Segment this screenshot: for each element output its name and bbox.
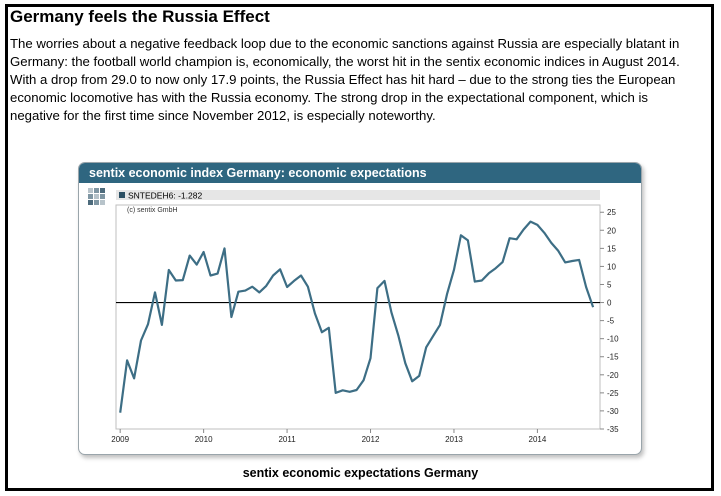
y-tick-label: -10 [607, 335, 619, 344]
y-tick-label: -25 [607, 389, 619, 398]
chart-caption: sentix economic expectations Germany [242, 466, 479, 480]
sentix-logo-icon [88, 188, 105, 205]
y-tick-label: -5 [607, 317, 615, 326]
x-tick-label: 2010 [195, 435, 213, 444]
y-tick-label: 10 [607, 262, 616, 271]
y-tick-label: 15 [607, 244, 616, 253]
x-tick-label: 2013 [445, 435, 463, 444]
y-tick-label: -15 [607, 353, 619, 362]
x-tick-label: 2011 [278, 435, 296, 444]
copyright-label: (c) sentix GmbH [127, 207, 178, 214]
plot-frame [115, 204, 601, 430]
legend-band [116, 190, 600, 200]
x-tick-label: 2014 [529, 435, 547, 444]
chart-plot: SNTEDEH6: -1.282 (c) sentix GmbH 25 20 15 1… [88, 188, 619, 444]
y-tick-label: -30 [607, 407, 619, 416]
article-title: Germany feels the Russia Effect [10, 7, 270, 26]
article-body: The worries about a negative feedback lo… [10, 36, 680, 123]
series-line [119, 220, 595, 413]
y-tick-label: -35 [607, 425, 619, 434]
y-tick-label: 25 [607, 208, 616, 217]
x-tick-label: 2012 [362, 435, 380, 444]
legend-swatch [119, 192, 125, 198]
y-tick-label: 0 [607, 299, 612, 308]
y-tick-label: 20 [607, 226, 616, 235]
y-tick-label: -20 [607, 371, 619, 380]
y-tick-label: 5 [607, 280, 612, 289]
chart-panel: sentix economic index Germany: economic … [78, 162, 642, 455]
legend-label: SNTEDEH6: -1.282 [128, 191, 202, 201]
chart-title: sentix economic index Germany: economic … [79, 163, 641, 183]
x-tick-label: 2009 [111, 435, 129, 444]
